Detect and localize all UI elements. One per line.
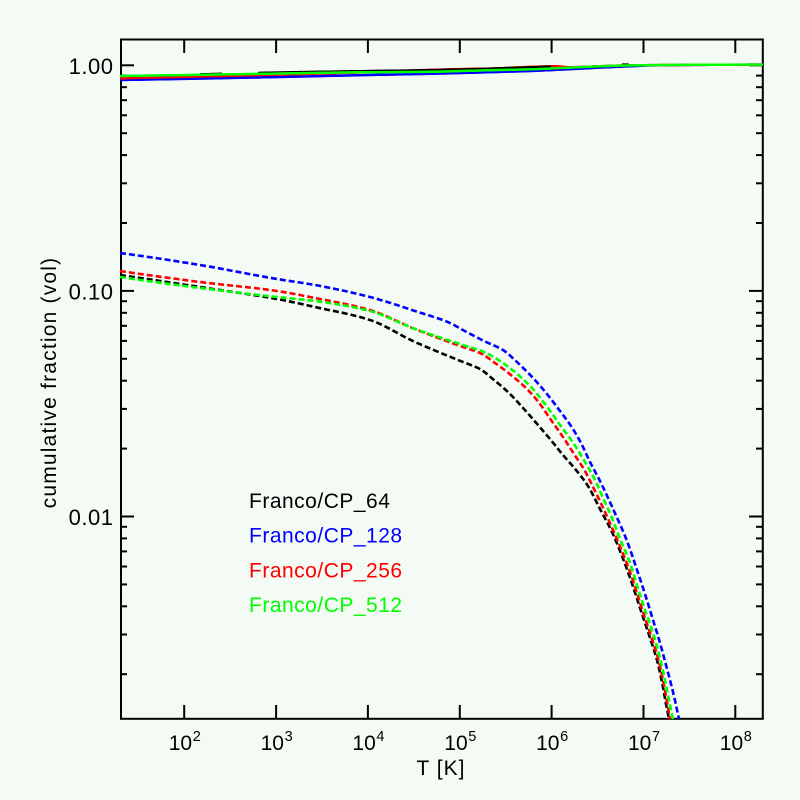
svg-text:10: 10 [261, 732, 284, 755]
svg-text:Franco/CP_64: Franco/CP_64 [249, 490, 390, 513]
svg-text:1.00: 1.00 [69, 54, 114, 79]
svg-text:10: 10 [720, 732, 743, 755]
svg-text:cumulative fraction (vol): cumulative fraction (vol) [38, 257, 61, 509]
svg-text:0.01: 0.01 [69, 505, 114, 530]
svg-text:3: 3 [285, 729, 293, 745]
svg-text:0.10: 0.10 [69, 279, 114, 304]
svg-text:10: 10 [169, 732, 192, 755]
svg-text:10: 10 [444, 732, 467, 755]
svg-text:6: 6 [560, 729, 568, 745]
svg-text:5: 5 [468, 729, 476, 745]
svg-text:10: 10 [352, 732, 375, 755]
svg-text:Franco/CP_512: Franco/CP_512 [249, 594, 403, 617]
svg-text:4: 4 [376, 729, 384, 745]
svg-text:10: 10 [628, 732, 651, 755]
svg-text:7: 7 [652, 729, 660, 745]
svg-text:Franco/CP_128: Franco/CP_128 [249, 525, 403, 548]
svg-text:2: 2 [193, 729, 201, 745]
svg-text:10: 10 [536, 732, 559, 755]
svg-text:T [K]: T [K] [417, 757, 466, 780]
svg-text:Franco/CP_256: Franco/CP_256 [249, 559, 403, 582]
svg-text:8: 8 [744, 729, 752, 745]
